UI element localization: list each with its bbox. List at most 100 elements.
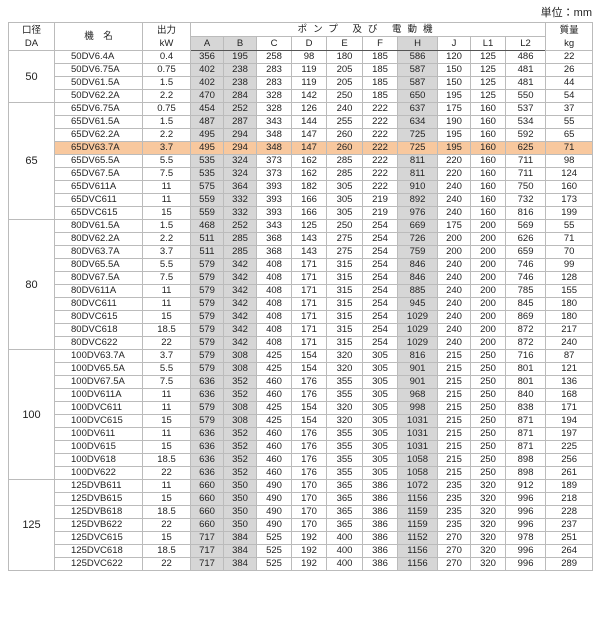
value-cell: 400 xyxy=(326,557,363,571)
value-cell: 160 xyxy=(470,180,506,194)
value-cell: 328 xyxy=(256,102,292,116)
value-cell: 171 xyxy=(291,284,327,298)
value-cell: 176 xyxy=(291,453,327,467)
value-cell: 200 xyxy=(470,336,506,350)
value-cell: 402 xyxy=(190,76,224,90)
value-cell: 711 xyxy=(504,167,547,181)
value-cell: 270 xyxy=(437,531,471,545)
value-cell: 569 xyxy=(504,219,547,233)
output-cell: 15 xyxy=(142,414,191,428)
column-header: L1 xyxy=(470,36,506,51)
value-cell: 315 xyxy=(326,310,363,324)
output-cell: 11 xyxy=(142,388,191,402)
value-cell: 320 xyxy=(470,505,506,519)
value-cell: 250 xyxy=(470,453,506,467)
value-cell: 636 xyxy=(190,453,224,467)
value-cell: 308 xyxy=(223,414,257,428)
mass-cell: 26 xyxy=(545,63,594,77)
value-cell: 660 xyxy=(190,518,224,532)
value-cell: 1031 xyxy=(397,427,438,441)
value-cell: 495 xyxy=(190,141,224,155)
value-cell: 400 xyxy=(326,531,363,545)
value-cell: 996 xyxy=(504,544,547,558)
value-cell: 324 xyxy=(223,154,257,168)
value-cell: 460 xyxy=(256,440,292,454)
table-row: 80DVC611 11 579 342 408 171 315 254 945 240 200 845… xyxy=(9,297,594,311)
value-cell: 968 xyxy=(397,388,438,402)
value-cell: 176 xyxy=(291,388,327,402)
model-cell: 100DVC615 xyxy=(54,414,143,428)
value-cell: 305 xyxy=(362,388,398,402)
model-cell: 65DVC615 xyxy=(54,206,143,220)
diameter-header: 口径 DA xyxy=(8,22,55,51)
value-cell: 200 xyxy=(437,232,471,246)
table-row: 125DVB615 15 660 350 490 170 365 386 1156 235 320 9… xyxy=(9,492,594,506)
table-row: 80DV65.5A 5.5 579 342 408 171 315 254 846 240 200 7… xyxy=(9,258,594,272)
value-cell: 840 xyxy=(504,388,547,402)
value-cell: 408 xyxy=(256,271,292,285)
value-cell: 350 xyxy=(223,518,257,532)
value-cell: 945 xyxy=(397,297,438,311)
table-row: 65DV61.5A 1.5 487 287 343 144 255 222 634 190 160 5… xyxy=(9,115,594,129)
output-cell: 18.5 xyxy=(142,323,191,337)
value-cell: 490 xyxy=(256,518,292,532)
mass-cell: 65 xyxy=(545,128,594,142)
value-cell: 348 xyxy=(256,128,292,142)
column-header: F xyxy=(362,36,398,51)
value-cell: 1072 xyxy=(397,479,438,493)
value-cell: 185 xyxy=(362,63,398,77)
model-cell: 125DVC615 xyxy=(54,531,143,545)
value-cell: 285 xyxy=(223,232,257,246)
value-cell: 816 xyxy=(397,349,438,363)
output-cell: 15 xyxy=(142,440,191,454)
value-cell: 215 xyxy=(437,427,471,441)
value-cell: 460 xyxy=(256,427,292,441)
value-cell: 171 xyxy=(291,297,327,311)
value-cell: 160 xyxy=(470,154,506,168)
value-cell: 305 xyxy=(362,349,398,363)
value-cell: 240 xyxy=(437,206,471,220)
value-cell: 205 xyxy=(326,76,363,90)
value-cell: 636 xyxy=(190,375,224,389)
value-cell: 365 xyxy=(326,479,363,493)
mass-cell: 155 xyxy=(545,284,594,298)
value-cell: 579 xyxy=(190,336,224,350)
value-cell: 869 xyxy=(504,310,547,324)
value-cell: 176 xyxy=(291,375,327,389)
mass-cell: 136 xyxy=(545,375,594,389)
value-cell: 352 xyxy=(223,427,257,441)
value-cell: 215 xyxy=(437,375,471,389)
value-cell: 250 xyxy=(470,414,506,428)
value-cell: 1031 xyxy=(397,414,438,428)
model-cell: 50DV6.75A xyxy=(54,63,143,77)
value-cell: 386 xyxy=(362,492,398,506)
model-cell: 50DV62.2A xyxy=(54,89,143,103)
value-cell: 154 xyxy=(291,349,327,363)
value-cell: 154 xyxy=(291,401,327,415)
model-cell: 100DV67.5A xyxy=(54,375,143,389)
mass-cell: 55 xyxy=(545,115,594,129)
output-cell: 1.5 xyxy=(142,115,191,129)
model-cell: 100DV622 xyxy=(54,466,143,480)
model-cell: 80DV63.7A xyxy=(54,245,143,259)
value-cell: 142 xyxy=(291,89,327,103)
value-cell: 996 xyxy=(504,557,547,571)
value-cell: 408 xyxy=(256,284,292,298)
value-cell: 252 xyxy=(223,102,257,116)
value-cell: 1029 xyxy=(397,336,438,350)
table-row: 125DVB622 22 660 350 490 170 365 386 1159 235 320 9… xyxy=(9,518,594,532)
table-body: 50 50DV6.4A 0.4 356 195 258 98 180 185 586 120 125 4… xyxy=(8,50,594,571)
value-cell: 408 xyxy=(256,297,292,311)
output-cell: 0.75 xyxy=(142,63,191,77)
table-row: 100DVC611 11 579 308 425 154 320 305 998 215 250 83… xyxy=(9,401,594,415)
table-row: 65DV62.2A 2.2 495 294 348 147 260 222 725 195 160 5… xyxy=(9,128,594,142)
model-cell: 125DVB615 xyxy=(54,492,143,506)
model-header: 機 名 xyxy=(54,22,143,51)
value-cell: 147 xyxy=(291,141,327,155)
model-cell: 100DV618 xyxy=(54,453,143,467)
value-cell: 182 xyxy=(291,180,327,194)
output-cell: 22 xyxy=(142,466,191,480)
output-cell: 22 xyxy=(142,518,191,532)
value-cell: 175 xyxy=(437,102,471,116)
mass-cell: 225 xyxy=(545,440,594,454)
